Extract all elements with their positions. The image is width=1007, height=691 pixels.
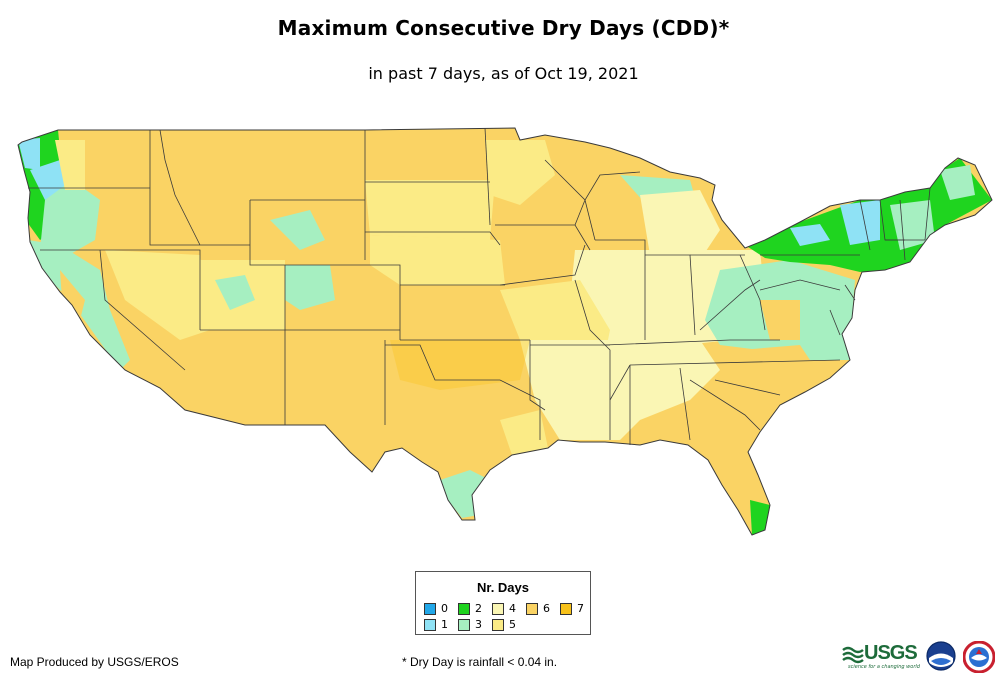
legend-swatch bbox=[424, 619, 436, 631]
map-credit: Map Produced by USGS/EROS bbox=[10, 655, 179, 669]
usgs-wave-icon bbox=[842, 646, 864, 664]
legend-label: 7 bbox=[577, 602, 584, 615]
legend-swatch bbox=[526, 603, 538, 615]
legend-label: 4 bbox=[509, 602, 516, 615]
legend-label: 1 bbox=[441, 618, 448, 631]
map-title: Maximum Consecutive Dry Days (CDD)* bbox=[277, 16, 730, 40]
legend-swatch bbox=[492, 603, 504, 615]
legend-swatch bbox=[492, 619, 504, 631]
map-subtitle: in past 7 days, as of Oct 19, 2021 bbox=[368, 64, 639, 83]
legend-label: 0 bbox=[441, 602, 448, 615]
legend-swatch bbox=[424, 603, 436, 615]
legend-swatch bbox=[458, 619, 470, 631]
usgs-wordmark: USGS bbox=[864, 642, 918, 664]
usgs-logo: USGS science for a changing world bbox=[842, 642, 920, 672]
noaa-logo-icon bbox=[926, 641, 956, 671]
legend-label: 6 bbox=[543, 602, 550, 615]
state-boundaries bbox=[17, 127, 993, 536]
dry-day-footnote: * Dry Day is rainfall < 0.04 in. bbox=[402, 655, 558, 669]
legend-swatch bbox=[560, 603, 572, 615]
map-fill bbox=[18, 128, 992, 535]
usgs-tagline: science for a changing world bbox=[848, 664, 920, 670]
nws-logo-icon bbox=[963, 641, 995, 673]
legend-label: 2 bbox=[475, 602, 482, 615]
us-cdd-map bbox=[17, 127, 993, 536]
legend-swatch bbox=[458, 603, 470, 615]
legend-title: Nr. Days bbox=[476, 580, 530, 595]
legend: Nr. Days 0 1 2 3 4 5 6 7 bbox=[415, 571, 591, 635]
legend-label: 5 bbox=[509, 618, 516, 631]
legend-label: 3 bbox=[475, 618, 482, 631]
